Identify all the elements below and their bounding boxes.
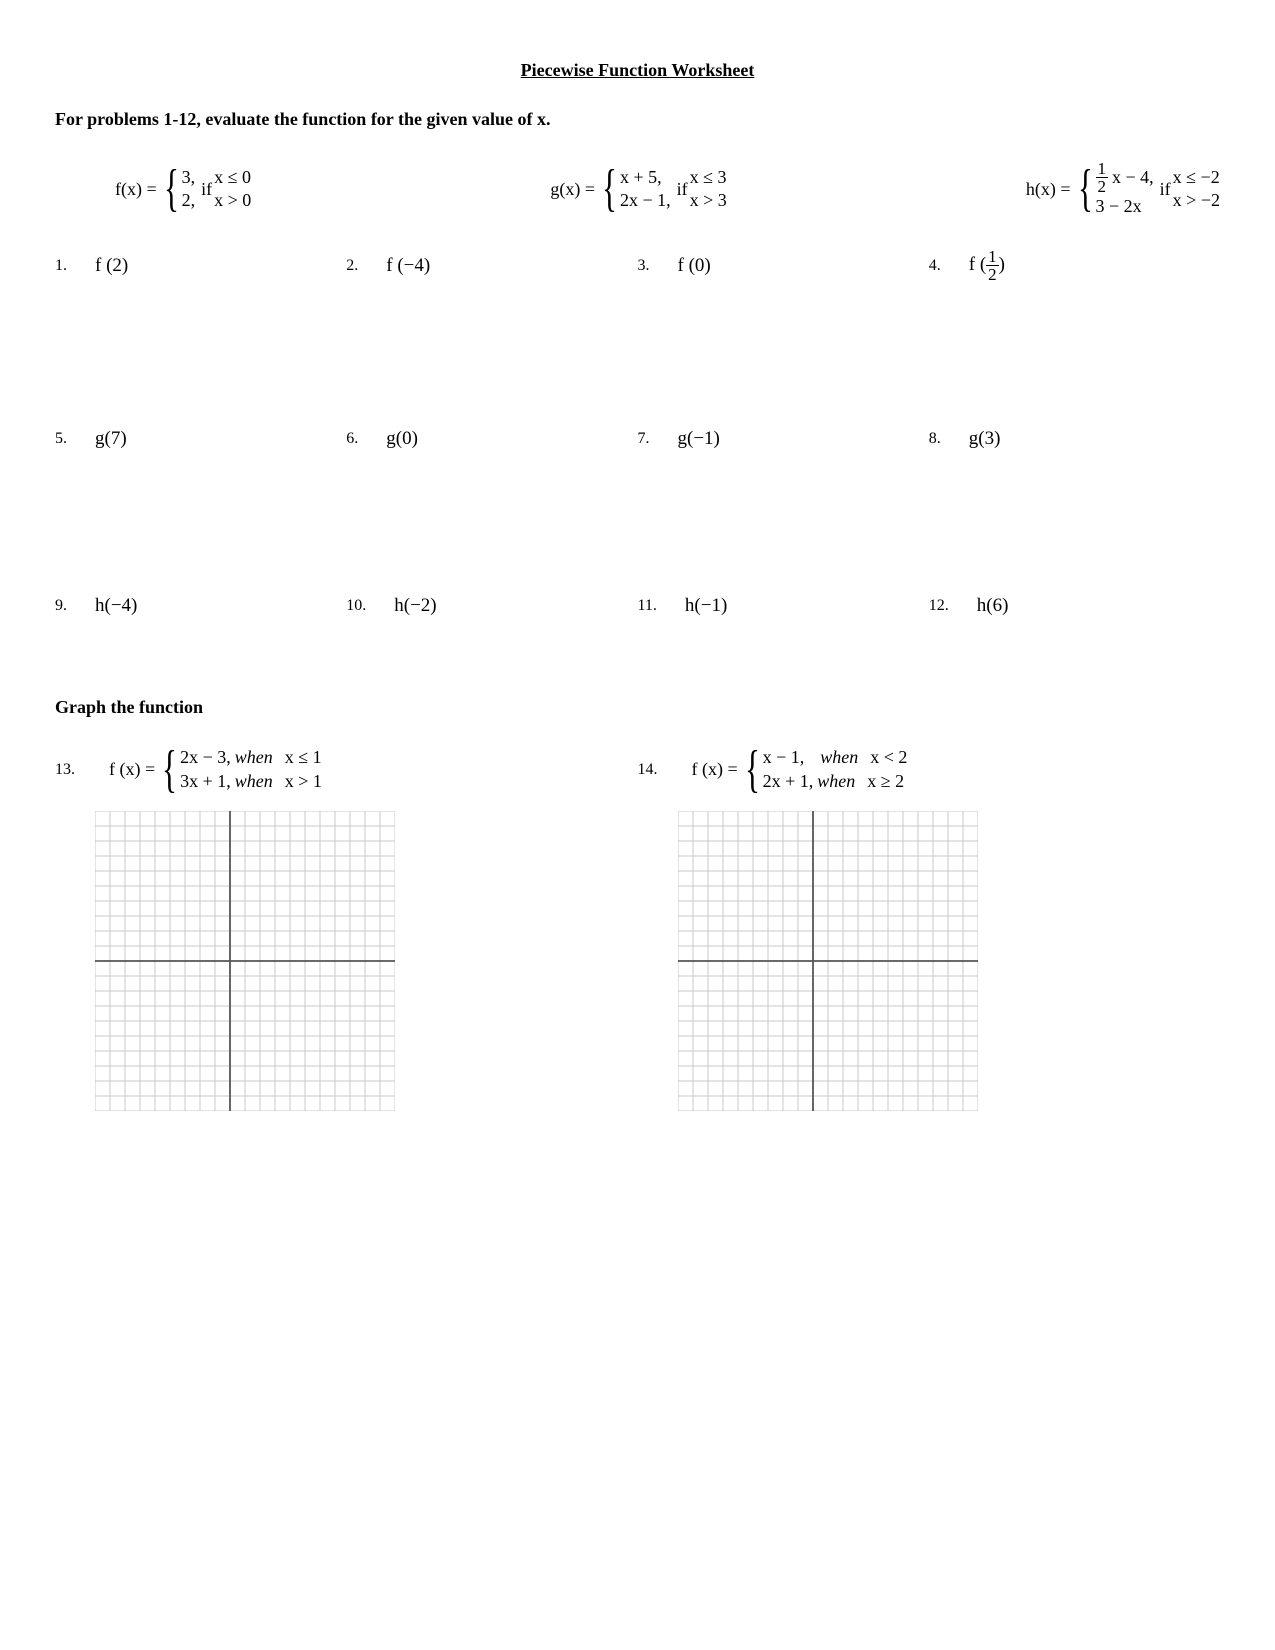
graph-grid-13 bbox=[95, 811, 638, 1111]
problem-number: 1. bbox=[55, 257, 67, 275]
when-label: when bbox=[235, 770, 273, 793]
problem-expr: g(7) bbox=[95, 428, 127, 450]
function-h: h(x) = { 1 2 x − 4, 3 − 2x if x ≤ −2 x >… bbox=[1026, 160, 1220, 218]
func-f-piece1: 3, bbox=[182, 166, 196, 189]
if-label: if bbox=[201, 179, 212, 200]
problem-9: 9. h(−4) bbox=[55, 595, 346, 617]
problem-number: 13. bbox=[55, 761, 75, 779]
problem-8: 8. g(3) bbox=[929, 428, 1220, 450]
cond1: x ≤ 1 bbox=[285, 746, 322, 769]
problems-row-1: 1. f (2) 2. f (−4) 3. f (0) 4. f (12) bbox=[55, 248, 1220, 283]
function-definitions-row: f(x) = { 3, 2, if x ≤ 0 x > 0 g(x) = { x… bbox=[115, 160, 1220, 218]
graph-grid-14 bbox=[678, 811, 1221, 1111]
problem-expr: h(−1) bbox=[685, 595, 727, 617]
func-name: f (x) = bbox=[692, 759, 738, 780]
problem-expr: f (0) bbox=[678, 255, 711, 277]
graph-problem-13: 13. f (x) = { 2x − 3, when x ≤ 1 3x + 1,… bbox=[55, 746, 638, 1111]
problems-row-3: 9. h(−4) 10. h(−2) 11. h(−1) 12. h(6) bbox=[55, 595, 1220, 617]
piece2: 3x + 1, bbox=[180, 770, 231, 793]
brace-icon: { bbox=[1078, 168, 1093, 210]
func-h-piece2: 3 − 2x bbox=[1096, 195, 1154, 218]
problem-expr: g(0) bbox=[386, 428, 418, 450]
problem-number: 10. bbox=[346, 597, 366, 615]
func-f-name: f(x) = bbox=[115, 179, 157, 200]
problem-4: 4. f (12) bbox=[929, 248, 1220, 283]
if-label: if bbox=[1160, 179, 1171, 200]
frac-num: 1 bbox=[1096, 160, 1109, 178]
problem-10: 10. h(−2) bbox=[346, 595, 637, 617]
func-g-name: g(x) = bbox=[550, 179, 595, 200]
problem-7: 7. g(−1) bbox=[638, 428, 929, 450]
func-g-piece2: 2x − 1, bbox=[620, 189, 671, 212]
problem-number: 2. bbox=[346, 257, 358, 275]
piece1: x − 1, bbox=[763, 746, 805, 769]
piece1: 2x − 3, bbox=[180, 746, 231, 769]
function-f: f(x) = { 3, 2, if x ≤ 0 x > 0 bbox=[115, 160, 251, 218]
instructions: For problems 1-12, evaluate the function… bbox=[55, 109, 1220, 130]
brace-icon: { bbox=[602, 168, 617, 210]
brace-icon: { bbox=[164, 168, 179, 210]
problem-number: 7. bbox=[638, 430, 650, 448]
page-title: Piecewise Function Worksheet bbox=[55, 60, 1220, 81]
when-label: when bbox=[235, 746, 273, 769]
problems-row-2: 5. g(7) 6. g(0) 7. g(−1) 8. g(3) bbox=[55, 428, 1220, 450]
func-h-cond2: x > −2 bbox=[1173, 189, 1220, 212]
func-g-cond2: x > 3 bbox=[690, 189, 727, 212]
graph-problem-14: 14. f (x) = { x − 1, when x < 2 2x + 1, … bbox=[638, 746, 1221, 1111]
problem-number: 4. bbox=[929, 257, 941, 275]
problem-number: 3. bbox=[638, 257, 650, 275]
func-h-piece1-post: x − 4, bbox=[1112, 166, 1154, 189]
func-h-name: h(x) = bbox=[1026, 179, 1071, 200]
problem-11: 11. h(−1) bbox=[638, 595, 929, 617]
func-f-piece2: 2, bbox=[182, 189, 196, 212]
problem-1: 1. f (2) bbox=[55, 248, 346, 283]
brace-icon: { bbox=[745, 749, 760, 791]
problem-number: 9. bbox=[55, 597, 67, 615]
problem-expr: h(−2) bbox=[394, 595, 436, 617]
brace-icon: { bbox=[162, 749, 177, 791]
problem-expr: f (−4) bbox=[386, 255, 430, 277]
graph-section-title: Graph the function bbox=[55, 697, 1220, 718]
problem-expr: h(6) bbox=[977, 595, 1009, 617]
problem-number: 12. bbox=[929, 597, 949, 615]
function-g: g(x) = { x + 5, 2x − 1, if x ≤ 3 x > 3 bbox=[550, 160, 726, 218]
when-label: when bbox=[820, 746, 858, 769]
func-h-frac: 1 2 bbox=[1096, 160, 1109, 195]
func-name: f (x) = bbox=[109, 759, 155, 780]
func-f-cond1: x ≤ 0 bbox=[214, 166, 251, 189]
problem-number: 6. bbox=[346, 430, 358, 448]
if-label: if bbox=[677, 179, 688, 200]
problem-expr: f (12) bbox=[969, 248, 1005, 283]
func-h-cond1: x ≤ −2 bbox=[1173, 166, 1220, 189]
problem-number: 5. bbox=[55, 430, 67, 448]
problem-number: 11. bbox=[638, 597, 657, 615]
cond2: x ≥ 2 bbox=[867, 770, 904, 793]
cond2: x > 1 bbox=[285, 770, 322, 793]
func-g-piece1: x + 5, bbox=[620, 166, 671, 189]
problem-5: 5. g(7) bbox=[55, 428, 346, 450]
graph-problems-row: 13. f (x) = { 2x − 3, when x ≤ 1 3x + 1,… bbox=[55, 746, 1220, 1111]
frac-den: 2 bbox=[1096, 178, 1109, 195]
problem-2: 2. f (−4) bbox=[346, 248, 637, 283]
problem-expr: h(−4) bbox=[95, 595, 137, 617]
problem-3: 3. f (0) bbox=[638, 248, 929, 283]
problem-6: 6. g(0) bbox=[346, 428, 637, 450]
func-f-cond2: x > 0 bbox=[214, 189, 251, 212]
piece2: 2x + 1, bbox=[763, 770, 814, 793]
problem-expr: f (2) bbox=[95, 255, 128, 277]
cond1: x < 2 bbox=[870, 746, 907, 769]
func-g-cond1: x ≤ 3 bbox=[690, 166, 727, 189]
problem-12: 12. h(6) bbox=[929, 595, 1220, 617]
problem-expr: g(3) bbox=[969, 428, 1001, 450]
when-label: when bbox=[817, 770, 855, 793]
problem-number: 14. bbox=[638, 761, 658, 779]
problem-expr: g(−1) bbox=[678, 428, 720, 450]
problem-number: 8. bbox=[929, 430, 941, 448]
